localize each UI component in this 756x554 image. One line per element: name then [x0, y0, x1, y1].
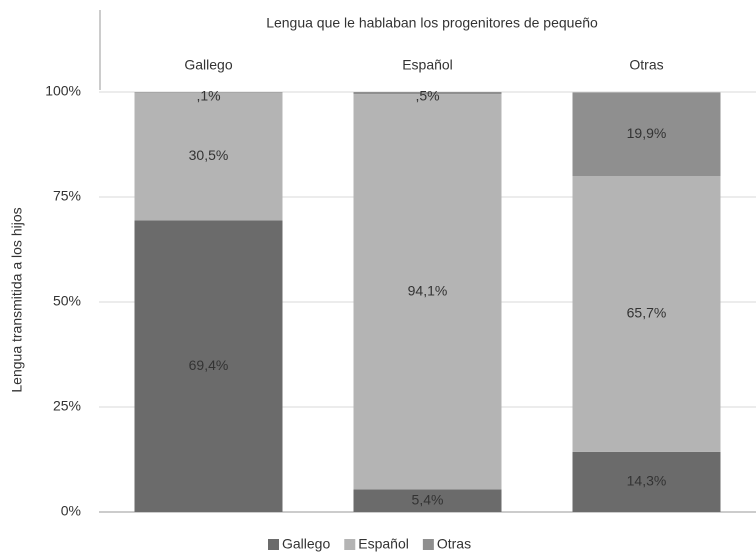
bar-segment — [134, 220, 283, 512]
legend-label: Otras — [437, 536, 471, 552]
bar-segment — [572, 92, 721, 176]
value-label: ,5% — [415, 88, 439, 104]
legend-swatch — [268, 539, 279, 550]
x-tick-label: Gallego — [184, 57, 232, 73]
y-tick-label: 25% — [53, 398, 81, 414]
legend-swatch — [344, 539, 356, 550]
bar-segment — [572, 451, 721, 512]
bar-segment — [353, 92, 502, 95]
bar-segment — [353, 94, 502, 490]
y-tick-label: 50% — [53, 293, 81, 309]
value-label: 5,4% — [412, 491, 444, 507]
header: Lengua que le hablaban los progenitores … — [266, 15, 598, 31]
value-label: 94,1% — [408, 282, 448, 298]
value-label: 69,4% — [189, 357, 229, 373]
y-tick-label: 0% — [61, 503, 81, 519]
bar-segment — [572, 176, 721, 452]
legend: Gallego Español Otras — [268, 536, 471, 552]
y-tick-label: 100% — [45, 83, 81, 99]
x-tick-label: Español — [402, 57, 453, 73]
bar-segment — [134, 92, 283, 221]
x-tick-label: Otras — [629, 57, 663, 73]
value-label: 14,3% — [627, 473, 667, 489]
value-label: 19,9% — [627, 125, 667, 141]
legend-label: Gallego — [282, 536, 330, 552]
value-label: ,1% — [196, 88, 220, 104]
y-tick-label: 75% — [53, 188, 81, 204]
legend-swatch — [422, 539, 434, 550]
value-label: 65,7% — [627, 305, 667, 321]
bar-segment — [353, 489, 502, 512]
legend-label: Español — [358, 536, 409, 552]
y-axis-label: Lengua transmitida a los hijos — [9, 207, 25, 392]
value-label: 30,5% — [189, 147, 229, 163]
